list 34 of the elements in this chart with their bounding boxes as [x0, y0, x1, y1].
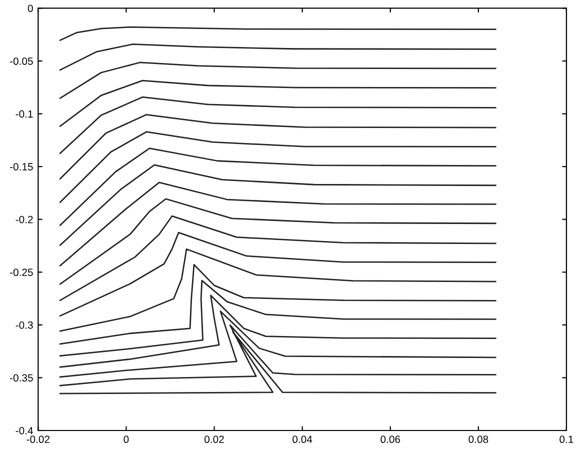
line-series [59, 62, 496, 99]
line-series [59, 96, 496, 154]
y-tick-label: -0.2 [16, 216, 33, 224]
line-series [59, 232, 496, 317]
x-tick-label: 0.06 [380, 436, 400, 444]
y-tick-label: 0 [28, 4, 33, 12]
line-series [59, 114, 496, 180]
y-tick-label: -0.35 [10, 374, 33, 382]
x-tick-label: 0 [124, 436, 129, 444]
line-series [59, 80, 496, 127]
y-tick-label: -0.05 [10, 58, 33, 65]
line-series [59, 264, 496, 345]
line-series [59, 182, 496, 266]
line-series [59, 131, 496, 203]
line-series [59, 215, 496, 302]
y-tick-label: -0.1 [16, 110, 33, 118]
line-series [59, 294, 496, 368]
line-series [59, 280, 496, 357]
line-series [59, 148, 496, 226]
y-tick-label: -0.3 [16, 321, 33, 329]
line-series [59, 248, 496, 332]
line-series [59, 164, 496, 246]
x-tick-label: -0.02 [26, 436, 50, 444]
y-tick-label: -0.4 [16, 426, 33, 434]
y-tick-label: -0.15 [10, 163, 33, 170]
line-series [59, 310, 496, 378]
x-tick-label: 0.1 [560, 436, 574, 444]
line-series [59, 26, 496, 41]
x-tick-label: 0.08 [468, 436, 488, 444]
x-tick-label: 0.04 [292, 436, 312, 444]
line-series [59, 198, 496, 285]
y-tick-label: -0.25 [10, 268, 33, 276]
x-tick-label: 0.02 [204, 436, 224, 444]
line-series [59, 44, 496, 71]
